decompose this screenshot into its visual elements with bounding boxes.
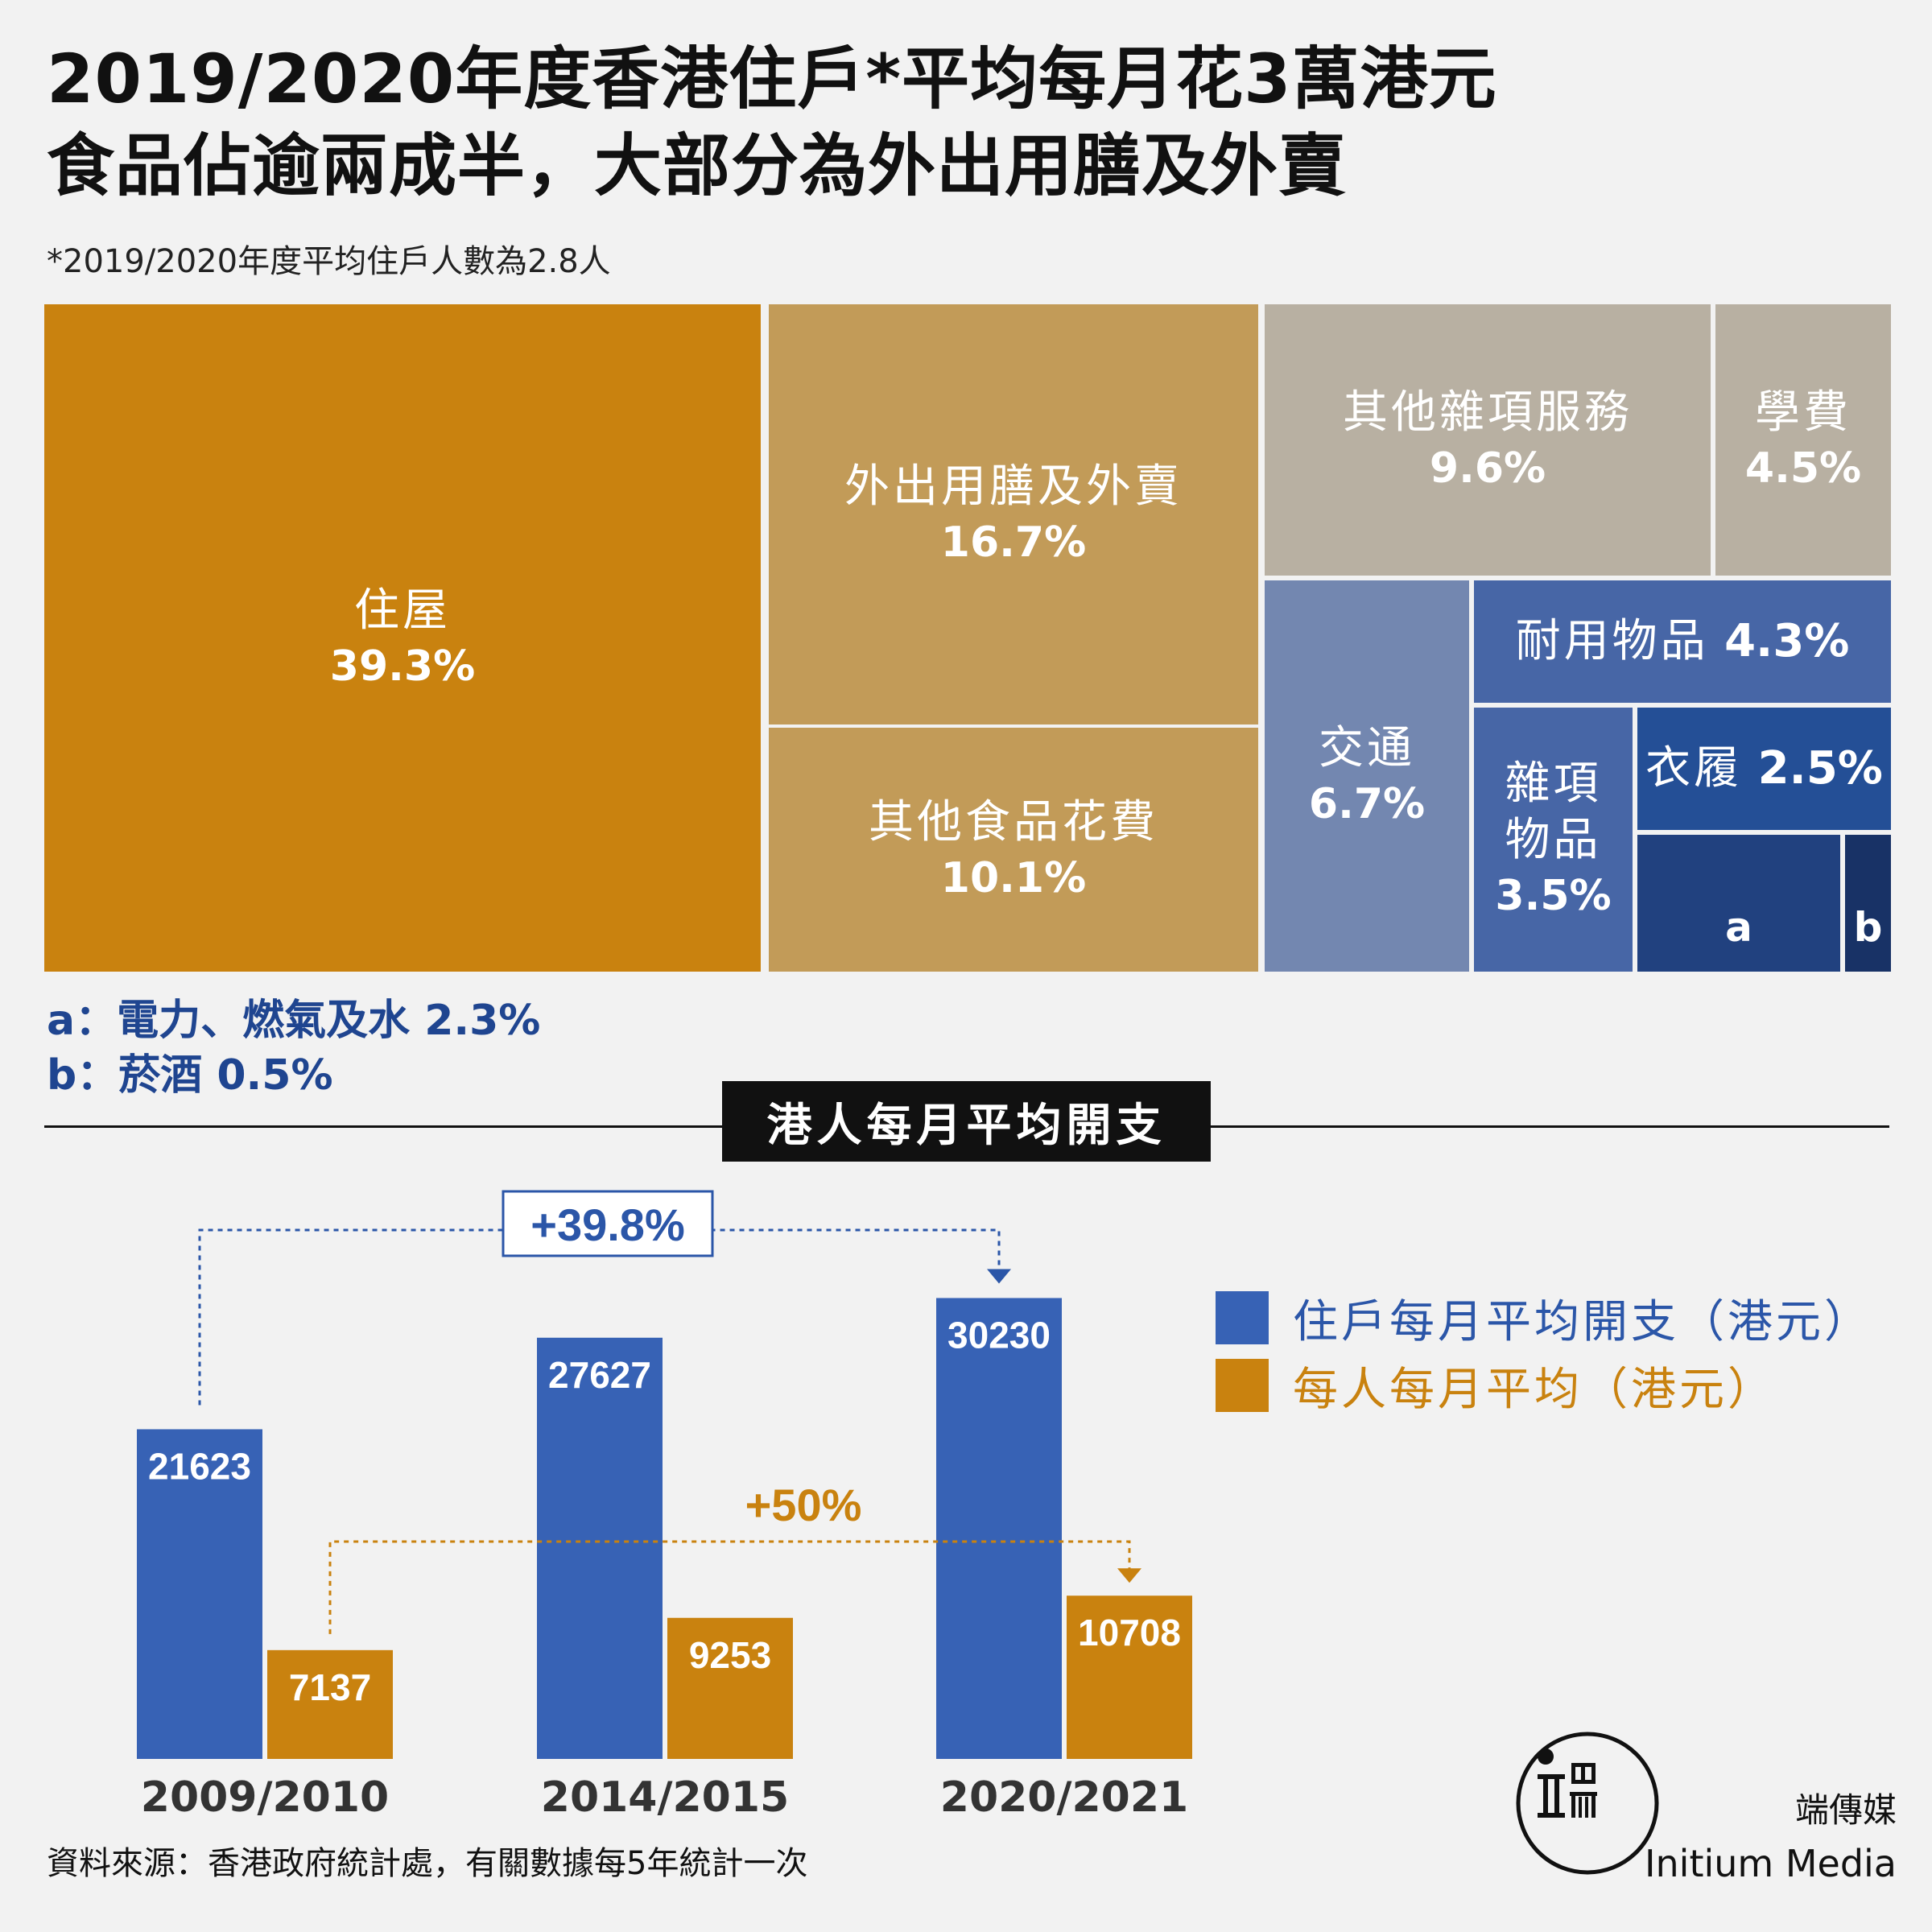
bar-value-label: 7137 xyxy=(289,1666,371,1708)
brand-name-chinese: 端傳媒 xyxy=(1794,1790,1897,1830)
arrow-down-icon xyxy=(1117,1568,1141,1583)
treemap-cell-durable-goods: 耐用物品 4.3% xyxy=(1474,580,1891,703)
treemap-cell-transport: 交通 6.7% xyxy=(1265,580,1469,972)
treemap-cell-dining-out: 外出用膳及外賣 16.7% xyxy=(769,304,1258,724)
treemap-label: 交通 xyxy=(1319,722,1415,774)
treemap-label: b xyxy=(1853,904,1883,951)
treemap-label: 外出用膳及外賣 xyxy=(844,460,1183,513)
bar-value-label: 10708 xyxy=(1078,1612,1181,1653)
treemap-value: 16.7% xyxy=(940,518,1087,567)
treemap-cell-other-food: 其他食品花費 10.1% xyxy=(769,728,1258,972)
initium-logo-icon xyxy=(1516,1732,1659,1875)
treemap-cell-clothing: 衣履 2.5% xyxy=(1637,708,1891,830)
title-line-1: 2019/2020年度香港住戶*平均每月花3萬港元 xyxy=(47,39,1497,118)
treemap-value: 6.7% xyxy=(1308,780,1426,828)
treemap-value: 3.5% xyxy=(1495,872,1612,920)
key-item-a: a：電力、燃氣及水 2.3% xyxy=(47,997,541,1045)
treemap-label-text: 衣履 xyxy=(1645,742,1743,795)
bar-value-label: 30230 xyxy=(947,1314,1051,1356)
treemap-cell-misc-services: 其他雜項服務 9.6% xyxy=(1265,304,1711,576)
treemap-label: a xyxy=(1725,904,1752,951)
treemap-label: 雜項 xyxy=(1505,758,1602,810)
x-tick-label: 2009/2010 xyxy=(141,1773,389,1822)
household-size-footnote: *2019/2020年度平均住戶人數為2.8人 xyxy=(47,243,611,280)
treemap-label: 其他雜項服務 xyxy=(1343,386,1633,439)
key-item-b: b：菸酒 0.5% xyxy=(47,1051,333,1100)
treemap-value: 10.1% xyxy=(940,853,1087,902)
treemap-key: a：電力、燃氣及水 2.3% b：菸酒 0.5% xyxy=(47,993,540,1103)
section-title: 港人每月平均開支 xyxy=(722,1081,1211,1162)
treemap-label: 衣履 2.5% xyxy=(1645,741,1883,797)
change-label-household: +39.8% xyxy=(530,1199,685,1250)
bar-household xyxy=(936,1298,1062,1759)
treemap-label-text: 耐用物品 xyxy=(1515,615,1709,667)
legend-label-per-person: 每人每月平均（港元） xyxy=(1293,1363,1776,1416)
data-source: 資料來源：香港政府統計處，有關數據每5年統計一次 xyxy=(47,1845,808,1882)
change-label-backdrop xyxy=(724,1477,886,1534)
treemap-value: 39.3% xyxy=(329,642,476,691)
treemap-label: 住屋 xyxy=(354,584,451,637)
treemap-value: 4.5% xyxy=(1744,444,1862,493)
treemap-cell-misc-goods: 雜項 物品 3.5% xyxy=(1474,708,1633,972)
treemap-cell-housing: 住屋 39.3% xyxy=(44,304,761,972)
legend-item-household: 住戶每月平均開支（港元） xyxy=(1216,1284,1872,1352)
page-title: 2019/2020年度香港住戶*平均每月花3萬港元 食品佔逾兩成半，大部分為外出… xyxy=(47,35,1497,209)
x-tick-label: 2014/2015 xyxy=(541,1773,789,1822)
treemap-cell-tuition: 學費 4.5% xyxy=(1715,304,1891,576)
chart-legend: 住戶每月平均開支（港元） 每人每月平均（港元） xyxy=(1216,1284,1872,1419)
treemap-cell-a-utilities: a xyxy=(1637,835,1840,972)
legend-item-per-person: 每人每月平均（港元） xyxy=(1216,1352,1872,1419)
title-line-2: 食品佔逾兩成半，大部分為外出用膳及外賣 xyxy=(47,126,1348,205)
treemap-cell-b-tobacco: b xyxy=(1845,835,1891,972)
bar-value-label: 21623 xyxy=(148,1445,251,1487)
treemap-value: 2.5% xyxy=(1742,742,1883,795)
treemap-label: 物品 xyxy=(1505,814,1602,866)
legend-swatch-household xyxy=(1216,1291,1269,1344)
brand-name-english: Initium Media xyxy=(1644,1842,1897,1885)
bar-per-person xyxy=(667,1617,793,1759)
arrow-down-icon xyxy=(987,1269,1011,1284)
treemap-value: 4.3% xyxy=(1708,615,1850,667)
bar-household xyxy=(137,1429,262,1759)
bar-per-person xyxy=(1067,1596,1192,1759)
bar-per-person xyxy=(267,1649,393,1759)
bar-value-label: 27627 xyxy=(548,1354,651,1396)
change-label-per-person: +50% xyxy=(745,1480,862,1530)
monthly-expenditure-bar-chart: 21623 27627 30230 7137 9253 10708 2009/2010 201… xyxy=(137,1190,1192,1822)
legend-label-household: 住戶每月平均開支（港元） xyxy=(1293,1295,1872,1348)
treemap-label: 耐用物品 4.3% xyxy=(1516,613,1850,670)
treemap-label: 學費 xyxy=(1755,386,1852,439)
treemap-label: 其他食品花費 xyxy=(869,795,1158,848)
treemap-value: 9.6% xyxy=(1429,444,1546,493)
x-tick-label: 2020/2021 xyxy=(940,1773,1188,1822)
bar-value-label: 9253 xyxy=(689,1634,771,1676)
legend-swatch-per-person xyxy=(1216,1359,1269,1412)
change-box-household xyxy=(502,1190,714,1257)
bar-household xyxy=(537,1337,663,1759)
